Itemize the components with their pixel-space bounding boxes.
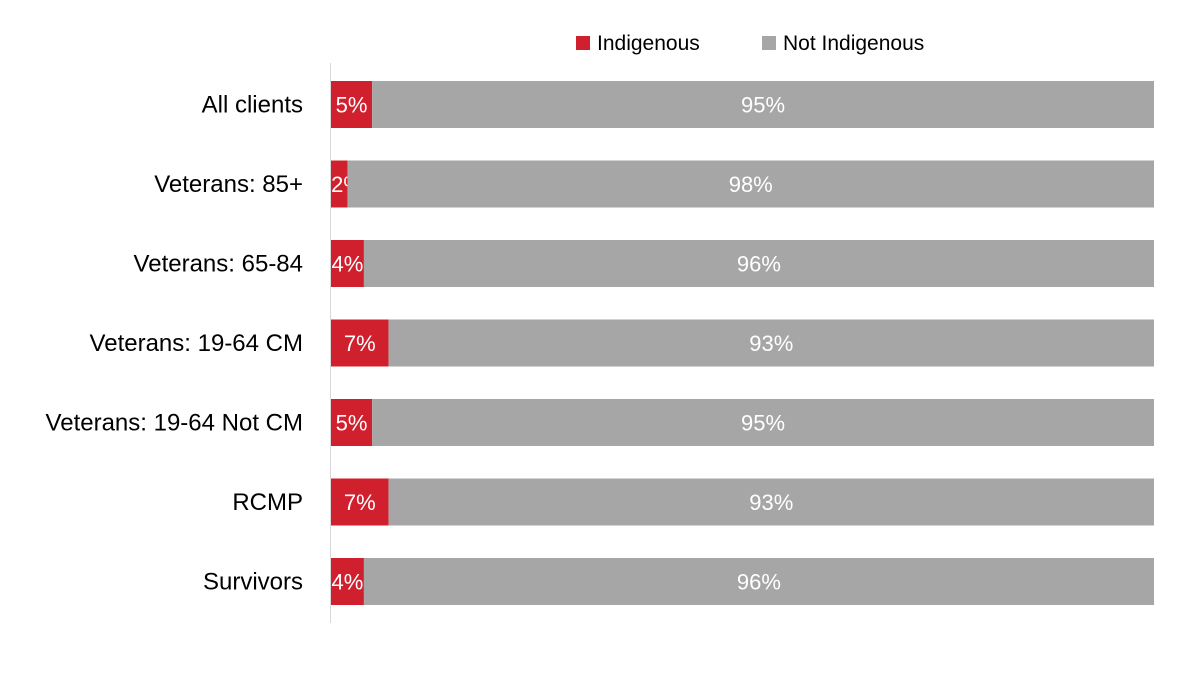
bar-segment-not-indigenous xyxy=(372,399,1154,446)
data-label: 4% xyxy=(332,570,364,595)
data-label: 95% xyxy=(741,411,785,436)
data-label: 5% xyxy=(336,93,368,118)
data-label: 95% xyxy=(741,93,785,118)
bar-segment-indigenous xyxy=(331,160,348,208)
bar-segment-indigenous xyxy=(331,81,373,128)
category-label: Veterans: 19-64 CM xyxy=(90,330,303,357)
category-label: Veterans: 85+ xyxy=(154,171,303,198)
legend-swatch-indigenous xyxy=(576,36,590,50)
data-label: 98% xyxy=(729,172,773,197)
bar-segment-not-indigenous xyxy=(372,81,1154,128)
bar-segment-indigenous xyxy=(331,399,373,446)
data-label: 7% xyxy=(344,490,376,515)
bar-segment-not-indigenous xyxy=(388,478,1154,526)
data-label: 5% xyxy=(336,411,368,436)
data-label: 4% xyxy=(332,252,364,277)
category-label: Veterans: 65-84 xyxy=(134,251,303,278)
bar-segment-not-indigenous xyxy=(363,240,1154,287)
legend-label: Not Indigenous xyxy=(783,32,924,55)
data-label: 96% xyxy=(737,252,781,277)
category-label: Survivors xyxy=(203,569,303,596)
bar-segment-not-indigenous xyxy=(347,160,1155,208)
legend-label: Indigenous xyxy=(597,32,700,55)
bar-segment-indigenous xyxy=(331,240,364,287)
bar-segment-indigenous xyxy=(331,478,389,526)
data-label: 96% xyxy=(737,570,781,595)
legend-swatch-not-indigenous xyxy=(762,36,776,50)
bar-segment-not-indigenous xyxy=(388,319,1154,367)
bar-segment-indigenous xyxy=(331,558,364,605)
category-label: RCMP xyxy=(232,489,303,516)
data-label: 93% xyxy=(749,331,793,356)
bar-segment-indigenous xyxy=(331,319,389,367)
bar-segment-not-indigenous xyxy=(363,558,1154,605)
data-label: 7% xyxy=(344,331,376,356)
data-label: 93% xyxy=(749,490,793,515)
category-label: All clients xyxy=(202,92,303,119)
category-label: Veterans: 19-64 Not CM xyxy=(46,410,303,437)
